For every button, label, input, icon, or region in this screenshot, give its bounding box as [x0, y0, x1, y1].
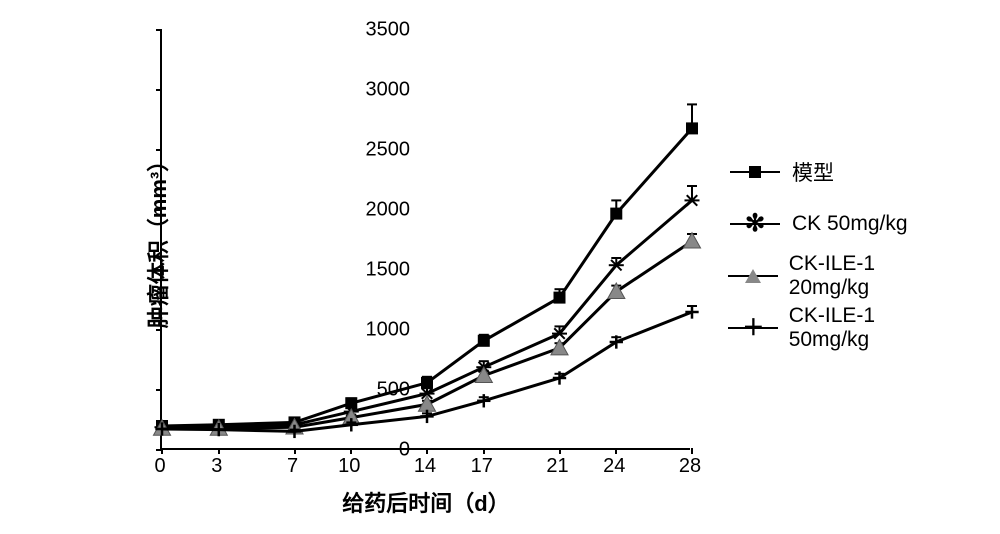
marker-triangle	[418, 396, 435, 411]
chart-svg	[162, 30, 692, 450]
legend-marker-ckile20	[730, 264, 777, 288]
legend-label-model: 模型	[792, 157, 834, 187]
x-tick	[161, 448, 163, 454]
legend-label-ck50: CK 50mg/kg	[792, 212, 908, 236]
marker-square	[478, 335, 490, 347]
y-tick	[156, 329, 162, 331]
marker-triangle	[683, 233, 700, 248]
y-tick	[156, 29, 162, 31]
marker-square	[421, 377, 433, 389]
x-tick-label: 3	[211, 455, 222, 478]
legend-item-ck50: ✻ CK 50mg/kg	[730, 212, 950, 236]
marker-square	[686, 122, 698, 134]
square-icon	[749, 166, 761, 178]
y-tick	[156, 209, 162, 211]
legend-item-model: 模型	[730, 160, 950, 184]
x-tick	[350, 448, 352, 454]
x-tick-label: 10	[338, 455, 360, 478]
y-tick-label: 2000	[366, 199, 411, 222]
legend-item-ckile20: CK-ILE-1 20mg/kg	[730, 264, 950, 288]
y-tick	[156, 269, 162, 271]
x-tick-label: 21	[546, 455, 568, 478]
marker-plus	[477, 394, 490, 407]
marker-square	[610, 208, 622, 220]
marker-square	[554, 292, 566, 304]
legend-marker-ck50: ✻	[730, 212, 780, 236]
y-tick	[156, 149, 162, 151]
y-tick-label: 1500	[366, 259, 411, 282]
x-tick-label: 17	[471, 455, 493, 478]
y-tick-label: 0	[399, 439, 410, 462]
x-tick-label: 0	[154, 455, 165, 478]
legend-marker-model	[730, 160, 780, 184]
marker-plus	[685, 305, 698, 318]
y-tick-label: 2500	[366, 139, 411, 162]
x-tick	[615, 448, 617, 454]
chart-container: 肿瘤体积（mm³） 给药后时间（d） 模型 ✻ CK 50mg/kg CK-IL…	[50, 20, 950, 514]
triangle-icon	[745, 269, 761, 283]
x-tick	[294, 448, 296, 454]
y-tick	[156, 389, 162, 391]
legend-marker-ckile50: ＋	[730, 316, 777, 340]
legend-label-ckile20: CK-ILE-1 20mg/kg	[789, 252, 950, 300]
plot-area: 肿瘤体积（mm³） 给药后时间（d）	[160, 30, 690, 450]
y-axis-label: 肿瘤体积（mm³）	[141, 150, 173, 328]
asterisk-icon: ✻	[745, 212, 765, 236]
plus-icon: ＋	[742, 317, 764, 339]
x-tick	[559, 448, 561, 454]
y-tick-label: 3500	[366, 19, 411, 42]
x-tick-label: 14	[414, 455, 436, 478]
x-tick-label: 7	[287, 455, 298, 478]
x-tick-label: 24	[603, 455, 625, 478]
y-tick-label: 3000	[366, 79, 411, 102]
x-axis-label: 给药后时间（d）	[342, 486, 509, 518]
x-tick	[218, 448, 220, 454]
y-tick-label: 500	[377, 379, 410, 402]
x-tick-label: 28	[679, 455, 701, 478]
x-tick	[483, 448, 485, 454]
legend: 模型 ✻ CK 50mg/kg CK-ILE-1 20mg/kg ＋ CK-IL…	[730, 160, 950, 368]
y-tick	[156, 89, 162, 91]
x-tick	[691, 448, 693, 454]
x-tick	[426, 448, 428, 454]
legend-label-ckile50: CK-ILE-1 50mg/kg	[789, 304, 950, 352]
marker-triangle	[608, 283, 625, 298]
y-tick-label: 1000	[366, 319, 411, 342]
legend-item-ckile50: ＋ CK-ILE-1 50mg/kg	[730, 316, 950, 340]
